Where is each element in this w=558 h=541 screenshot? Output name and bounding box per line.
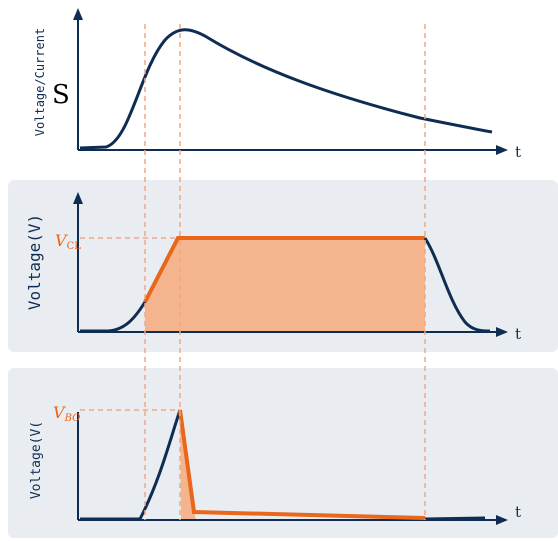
bottom-tail-curve <box>424 516 486 521</box>
clamp-voltage-curve <box>143 236 425 303</box>
top-y-axis-arrow <box>73 8 83 20</box>
breakover-energy-area <box>180 410 196 520</box>
bottom-panel: Voltage(V( VBO t <box>29 403 521 525</box>
top-x-axis-arrow <box>496 145 508 155</box>
surge-marker-label: S <box>52 80 70 110</box>
time-guide-lines <box>144 24 426 520</box>
bottom-x-axis-label: t <box>515 503 521 521</box>
clamped-energy-area <box>145 238 425 332</box>
vbo-label: VBO <box>53 403 80 424</box>
middle-y-axis-arrow <box>73 192 83 204</box>
top-x-axis-label: t <box>515 143 521 161</box>
middle-y-axis-label: Voltage(V) <box>25 214 44 310</box>
middle-panel: Voltage(V) VCL t <box>25 192 521 343</box>
clamp-decay-curve <box>423 237 491 333</box>
crowbar-voltage-curve <box>178 409 426 520</box>
top-panel: Voltage/Current S t <box>33 8 521 161</box>
bottom-x-axis-arrow <box>496 515 508 525</box>
middle-x-axis-arrow <box>496 327 508 337</box>
surge-current-curve <box>79 28 493 150</box>
vcl-label: VCL <box>55 231 81 252</box>
input-rise-curve <box>80 301 147 333</box>
middle-x-axis-label: t <box>515 325 521 343</box>
breakover-rise-curve <box>80 409 182 521</box>
top-y-axis-label: Voltage/Current <box>33 28 47 136</box>
bottom-y-axis-label: Voltage(V( <box>29 421 44 499</box>
